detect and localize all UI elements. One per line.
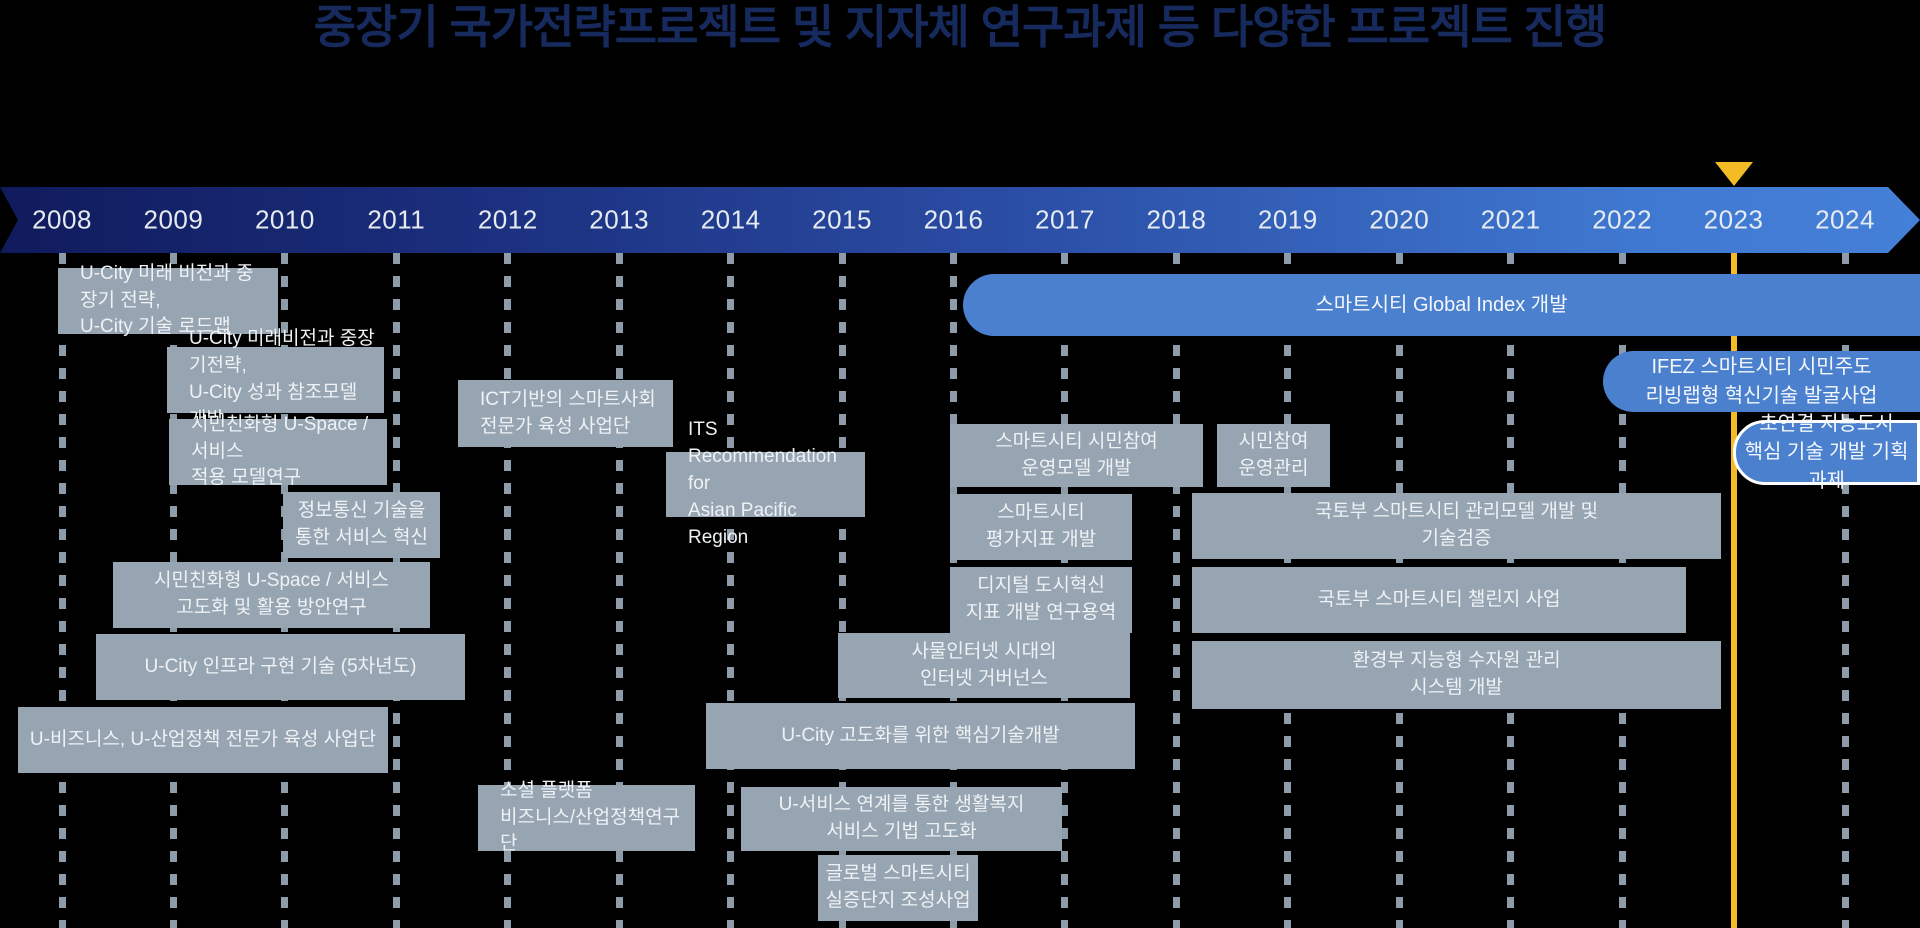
year-label: 2015 [812, 204, 872, 235]
project-box-label: 초연결 지능도시 [1759, 412, 1894, 435]
project-box-label: 글로벌 스마트시티 [825, 863, 971, 885]
project-box: ITS Recommendation for Asian Pacific Regi… [666, 419, 865, 548]
project-box: U-City 미래비전과 중장기전략,U-City 성과 참조모델 개발 [167, 328, 384, 430]
year-label: 2016 [923, 204, 984, 235]
year-label: 2012 [477, 204, 538, 235]
current-year-marker-icon [1715, 162, 1753, 186]
project-box-label: 평가지표 개발 [985, 529, 1097, 550]
project-box-label: 전문가 육성 사업단 [480, 415, 631, 437]
project-box-label: 적용 모델연구 [191, 467, 302, 489]
project-box-label: 기술검증 [1421, 528, 1492, 549]
year-gridline [504, 253, 512, 928]
project-box-label: 시민친화형 U-Space / 서비스 [191, 413, 369, 462]
year-label: 2022 [1592, 204, 1653, 235]
project-box-label: ITS Recommendation for [688, 419, 837, 495]
year-gridline [58, 253, 66, 928]
project-box-label: 서비스 기법 고도화 [826, 821, 977, 842]
year-gridline [838, 253, 846, 928]
project-box: U-City 미래 비전과 중장기 전략, U-City 기술 로드맵 [58, 263, 278, 337]
project-box-label: U-서비스 연계를 통한 생활복지 [778, 794, 1025, 816]
page-title: 중장기 국가전략프로젝트 및 지자체 연구과제 등 다양한 프로젝트 진행 [313, 1, 1608, 53]
project-box: U-비즈니스, U-산업정책 전문가 육성 사업단 [18, 707, 388, 773]
year-label: 2014 [700, 204, 761, 235]
year-label: 2023 [1703, 204, 1764, 235]
project-box-label: 디지털 도시혁신 [977, 575, 1105, 597]
year-gridline [727, 253, 735, 928]
project-box-label: 지표 개발 연구용역 [965, 602, 1117, 623]
year-label: 2011 [367, 204, 426, 235]
year-label: 2013 [589, 204, 650, 235]
project-box-label: U-City 미래비전과 중장기전략, [189, 328, 375, 377]
year-label: 2009 [143, 204, 204, 235]
project-box-label: 시스템 개발 [1410, 677, 1503, 698]
year-label: 2024 [1815, 204, 1875, 235]
project-box-label: 비즈니스/산업정책연구단 [500, 806, 681, 855]
project-box-label: Asian Pacific Region [688, 499, 797, 548]
project-box-label: 고도화 및 활용 방안연구 [176, 597, 367, 618]
year-label: 2020 [1369, 204, 1430, 235]
project-box-label: 리빙랩형 혁신기술 발굴사업 [1645, 384, 1878, 407]
project-box-label: U-City 미래 비전과 중장기 전략, [80, 262, 254, 311]
project-box-label: 스마트시티 시민참여 [995, 430, 1158, 452]
project-box-label: 국토부 스마트시티 챌린지 사업 [1317, 588, 1561, 610]
project-box-label: U-City 인프라 구현 기술 (5차년도) [144, 655, 417, 677]
project-box-label: 사물인터넷 시대의 [911, 640, 1057, 662]
project-box-label: 인터넷 거버넌스 [920, 667, 1048, 689]
project-box-label: 운영모델 개발 [1021, 457, 1132, 479]
project-box: 국토부 스마트시티 챌린지 사업 [1192, 567, 1686, 633]
year-gridline [615, 253, 623, 928]
project-box-label: 스마트시티 [997, 502, 1085, 524]
project-box: U-City 인프라 구현 기술 (5차년도) [96, 634, 465, 700]
year-label: 2019 [1257, 204, 1318, 235]
project-box-label: U-City 기술 로드맵 [80, 316, 231, 338]
project-box-label: U-City 고도화를 위한 핵심기술개발 [781, 724, 1060, 746]
project-box-label: 국토부 스마트시티 관리모델 개발 및 [1314, 501, 1599, 523]
year-label: 2021 [1480, 204, 1541, 235]
project-box-label: ICT기반의 스마트사회 [480, 388, 656, 410]
project-box-label: 시민친화형 U-Space / 서비스 [154, 570, 389, 592]
project-box-label: 통한 서비스 혁신 [295, 527, 428, 548]
project-box-label: IFEZ 스마트시티 시민주도 [1651, 356, 1872, 379]
year-gridline [1172, 253, 1180, 928]
project-box-label: 핵심 기술 개발 기획 과제 [1744, 441, 1909, 492]
project-box: U-City 고도화를 위한 핵심기술개발 [706, 703, 1135, 769]
year-label: 2008 [32, 204, 92, 235]
project-box-label: 정보통신 기술을 [297, 500, 426, 522]
project-box-label: 운영관리 [1238, 457, 1309, 479]
year-gridline [1841, 253, 1849, 928]
timeline-bar: 2008 2009 2010 2011 2012 2013 2014 2015 2016 2017… [0, 187, 1920, 253]
project-box-label: 시민참여 [1238, 430, 1309, 452]
year-label: 2017 [1035, 204, 1095, 235]
year-label: 2010 [254, 204, 315, 235]
current-year-line [1731, 253, 1737, 928]
project-box: 스마트시티 Global Index 개발 [963, 274, 1920, 336]
year-label: 2018 [1146, 204, 1207, 235]
project-box-label: 소셜 플랫폼 [500, 779, 593, 801]
project-box-label: 실증단지 조성사업 [825, 890, 971, 911]
project-box-label: 스마트시티 Global Index 개발 [1315, 293, 1568, 316]
project-box-label: 환경부 지능형 수자원 관리 [1352, 650, 1561, 672]
project-box-label: U-비즈니스, U-산업정책 전문가 육성 사업단 [29, 728, 377, 750]
